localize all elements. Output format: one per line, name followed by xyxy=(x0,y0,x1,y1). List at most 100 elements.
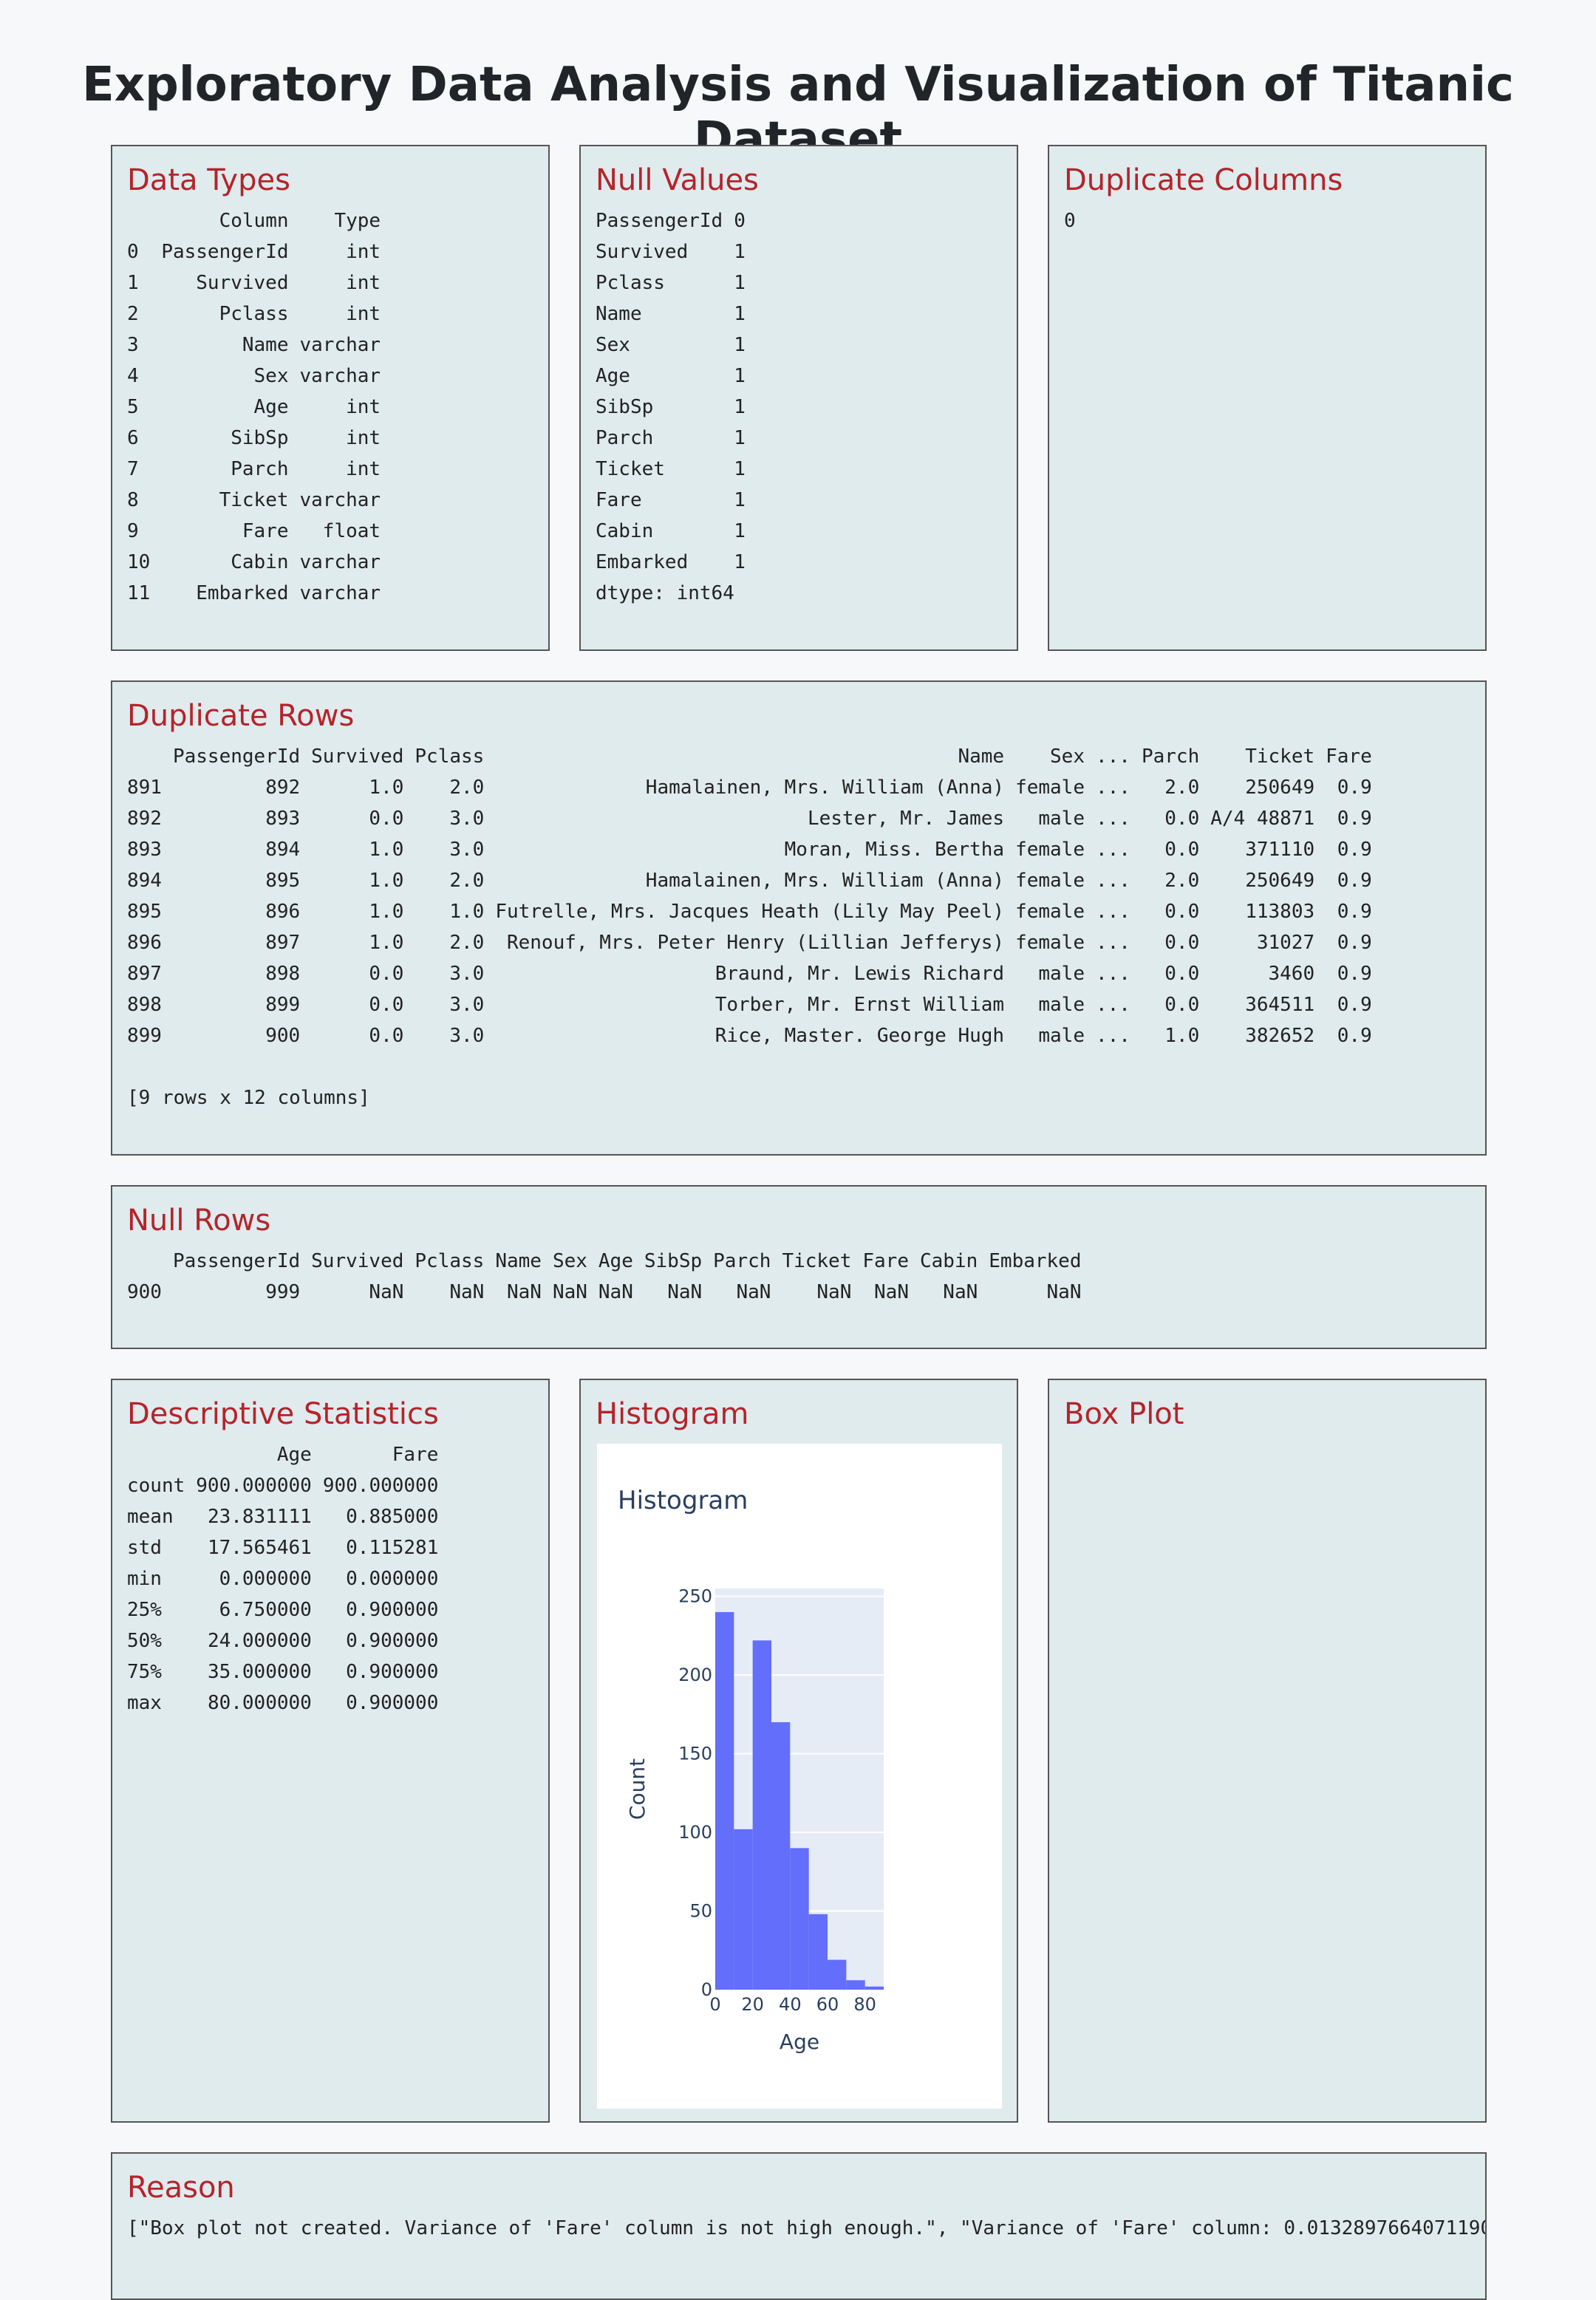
table-cell: 113803 xyxy=(1245,901,1315,923)
table-cell: ... xyxy=(1095,932,1130,954)
column-header: Cabin xyxy=(919,1250,978,1272)
table-row: 6 SibSp int xyxy=(127,423,392,454)
column-header: Fare xyxy=(862,1250,909,1272)
table-cell: 900 xyxy=(127,1281,162,1303)
table-cell: male xyxy=(1038,994,1085,1016)
table-row: 7 Parch int xyxy=(127,454,392,485)
descriptive-statistics-table: Age Fare count 900.000000 900.000000 mean 23.… xyxy=(127,1439,449,1719)
table-header-row: Column Type xyxy=(127,205,392,236)
table-cell: Parch xyxy=(231,458,289,480)
table-cell: NaN xyxy=(667,1281,703,1303)
table-cell: 3 xyxy=(127,334,139,356)
table-cell: 900 xyxy=(265,1025,301,1047)
table-row: 1 Survived int xyxy=(127,267,392,298)
table-cell: SibSp xyxy=(596,396,654,418)
table-row: Fare 1 xyxy=(596,485,757,516)
page-title: Exploratory Data Analysis and Visualizat… xyxy=(82,58,1514,167)
table-cell: 50% xyxy=(127,1630,162,1652)
column-header: Survived xyxy=(311,745,404,768)
table-cell: 898 xyxy=(127,994,162,1016)
column-header: Survived xyxy=(311,1250,404,1272)
table-cell: Torber, Mr. Ernst William xyxy=(715,994,1005,1016)
table-cell: 1.0 xyxy=(369,839,404,861)
table-header-row: PassengerId Survived Pclass Name Sex... Parch… xyxy=(127,741,1383,772)
table-cell: Sex xyxy=(596,334,630,356)
table-row: 4 Sex varchar xyxy=(127,361,392,392)
table-cell: 35.000000 xyxy=(207,1661,312,1683)
table-cell: min xyxy=(127,1568,162,1590)
table-cell: 1 xyxy=(734,427,746,449)
table-cell: 0.0 xyxy=(369,1025,404,1047)
descriptive-statistics-heading: Descriptive Statistics xyxy=(127,1397,439,1431)
table-cell: float xyxy=(322,520,381,542)
table-cell: Age xyxy=(596,365,630,387)
table-cell: 894 xyxy=(265,839,301,861)
duplicate-rows-heading: Duplicate Rows xyxy=(127,699,355,733)
x-axis-label: Age xyxy=(780,2030,819,2054)
y-tick-label: 200 xyxy=(678,1665,712,1685)
table-cell: 1 xyxy=(734,272,746,294)
table-cell: Sex xyxy=(253,365,289,387)
table-cell: 2.0 xyxy=(449,870,485,892)
table-cell: 893 xyxy=(127,839,162,861)
column-header: Ticket xyxy=(782,1250,852,1272)
table-cell: 900.000000 xyxy=(322,1475,439,1497)
table-cell: 0.9 xyxy=(1337,932,1372,954)
null-values-table: PassengerId 0 Survived 1 Pclass 1 Name 1 Sex 1 Age… xyxy=(596,205,757,578)
column-header: Column xyxy=(219,210,289,232)
table-cell: 9 xyxy=(127,520,139,542)
table-cell: 0.9 xyxy=(1337,870,1372,892)
table-cell: Pclass xyxy=(219,303,289,325)
column-header: SibSp xyxy=(644,1250,703,1272)
table-cell: 0.0 xyxy=(369,808,404,830)
table-cell: 1 xyxy=(734,241,746,263)
table-cell: Renouf, Mrs. Peter Henry (Lillian Jeffer… xyxy=(506,932,1005,954)
table-row: max 80.000000 0.900000 xyxy=(127,1688,449,1719)
column-header: Parch xyxy=(1141,745,1200,768)
table-cell: ... xyxy=(1095,808,1130,830)
table-row: Sex 1 xyxy=(596,330,757,361)
table-cell: female xyxy=(1015,870,1085,892)
histogram-bar xyxy=(808,1914,828,1990)
table-cell: ... xyxy=(1095,994,1130,1016)
x-tick-label: 20 xyxy=(741,1994,764,2015)
table-cell: 0.0 xyxy=(369,994,404,1016)
table-cell: NaN xyxy=(598,1281,633,1303)
table-cell: 892 xyxy=(127,808,162,830)
table-cell: 0.0 xyxy=(1164,932,1200,954)
table-cell: 999 xyxy=(265,1281,301,1303)
table-cell: Lester, Mr. James xyxy=(807,808,1005,830)
table-row: 75% 35.000000 0.900000 xyxy=(127,1656,449,1688)
table-cell: 0.0 xyxy=(1164,994,1200,1016)
x-tick-label: 0 xyxy=(709,1994,720,2015)
reason-panel: Reason ["Box plot not created. Variance … xyxy=(111,2152,1487,2300)
table-cell: 0.9 xyxy=(1337,963,1372,985)
table-row: 893 894 1.0 3.0 Moran, Miss. Bertha female...… xyxy=(127,834,1383,865)
column-header: Name xyxy=(958,745,1005,768)
table-row: 896 897 1.0 2.0 Renouf, Mrs. Peter Henry (Li… xyxy=(127,927,1383,958)
column-header: Parch xyxy=(713,1250,771,1272)
table-cell: 0.9 xyxy=(1337,994,1372,1016)
duplicate-rows-footer: [9 rows x 12 columns] xyxy=(127,1087,370,1109)
table-cell: A/4 48871 xyxy=(1210,808,1315,830)
table-cell: 0.9 xyxy=(1337,901,1372,923)
table-row: Pclass 1 xyxy=(596,267,757,298)
table-cell: 24.000000 xyxy=(207,1630,312,1652)
reason-text: ["Box plot not created. Variance of 'Far… xyxy=(127,2217,1487,2239)
histogram-bar xyxy=(790,1848,809,1990)
null-values-dtype: dtype: int64 xyxy=(596,582,734,604)
column-header: Fare xyxy=(392,1444,439,1466)
histogram-panel: Histogram Histogram 0 50 100 150 200 250 0 20 40 6… xyxy=(579,1379,1018,2123)
column-header: Pclass xyxy=(415,745,485,768)
table-cell: 1.0 xyxy=(369,901,404,923)
y-tick-label: 50 xyxy=(689,1901,712,1922)
table-cell: ... xyxy=(1095,963,1130,985)
table-cell: 1 xyxy=(734,334,746,356)
column-header: Name xyxy=(495,1250,542,1272)
table-row: PassengerId 0 xyxy=(596,205,757,236)
histogram-chart: Histogram 0 50 100 150 200 250 0 20 40 60 80 Age Coun… xyxy=(597,1444,1002,2109)
table-cell: 2.0 xyxy=(449,777,485,799)
data-types-panel: Data Types Column Type 0 PassengerId int 1 Sur… xyxy=(111,145,550,651)
descriptive-statistics-panel: Descriptive Statistics Age Fare count 900.… xyxy=(111,1379,550,2123)
table-cell: Braund, Mr. Lewis Richard xyxy=(715,963,1005,985)
